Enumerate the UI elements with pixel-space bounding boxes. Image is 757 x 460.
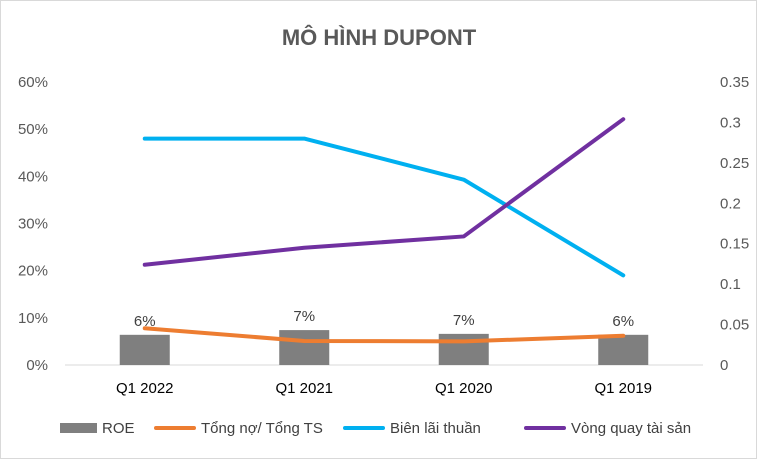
left-axis-tick-label: 60% (18, 74, 48, 91)
x-axis-category-label: Q1 2019 (594, 380, 652, 397)
x-axis-category-label: Q1 2020 (435, 380, 493, 397)
roe-bar (598, 334, 649, 365)
bar-data-labels: 6% 7% 7% 6% (134, 308, 634, 330)
legend-label: Tổng nợ/ Tổng TS (201, 420, 323, 437)
left-axis-tick-label: 40% (18, 168, 48, 185)
legend-label: Biên lãi thuần (390, 420, 481, 437)
right-axis-tick-label: 0.15 (720, 236, 749, 253)
roe-data-label: 6% (134, 313, 156, 330)
legend: ROE Tổng nợ/ Tổng TS Biên lãi thuần Vòng qu… (60, 420, 691, 437)
legend-label: Vòng quay tài sản (571, 420, 691, 437)
roe-bar (279, 330, 330, 365)
x-axis-category-label: Q1 2022 (116, 380, 174, 397)
left-axis-tick-label: 10% (18, 310, 48, 327)
right-axis-tick-label: 0.05 (720, 317, 749, 334)
left-axis-tick-label: 30% (18, 216, 48, 233)
x-axis-categories: Q1 2022 Q1 2021 Q1 2020 Q1 2019 (116, 380, 652, 397)
asset-turnover-line (142, 117, 626, 267)
x-axis-category-label: Q1 2021 (275, 380, 333, 397)
roe-bars (119, 330, 649, 365)
net-margin-line (142, 136, 626, 278)
roe-data-label: 7% (453, 312, 475, 329)
legend-label: ROE (102, 420, 135, 437)
chart-title: MÔ HÌNH DUPONT (282, 25, 477, 50)
right-axis-tick-label: 0.25 (720, 155, 749, 172)
legend-swatch-bar (60, 423, 97, 433)
left-axis-tick-label: 20% (18, 263, 48, 280)
right-axis-tick-label: 0.2 (720, 195, 741, 212)
series-lines (142, 117, 626, 344)
debt-ratio-line (142, 326, 626, 344)
right-axis-tick-label: 0.35 (720, 74, 749, 91)
roe-bar (119, 334, 170, 365)
right-axis: 0 0.05 0.1 0.15 0.2 0.25 0.3 0.35 (720, 74, 749, 374)
roe-data-label: 7% (293, 308, 315, 325)
left-axis-tick-label: 50% (18, 121, 48, 138)
right-axis-tick-label: 0 (720, 357, 728, 374)
left-axis-tick-label: 0% (26, 357, 48, 374)
right-axis-tick-label: 0.3 (720, 114, 741, 131)
roe-data-label: 6% (612, 313, 634, 330)
left-axis: 0% 10% 20% 30% 40% 50% 60% (18, 74, 48, 374)
right-axis-tick-label: 0.1 (720, 276, 741, 293)
roe-bar (438, 333, 489, 365)
